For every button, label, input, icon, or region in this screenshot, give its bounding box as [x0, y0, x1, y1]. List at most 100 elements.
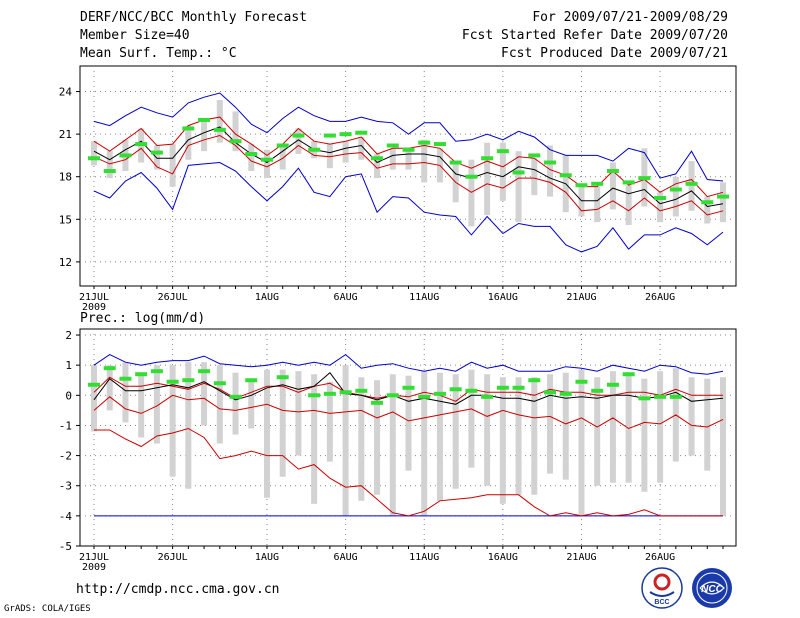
precipitation-observed-mark — [449, 387, 462, 392]
precipitation-observed-mark — [591, 388, 604, 393]
temperature-xtick-label: 21JUL — [79, 292, 109, 303]
precipitation-spread-box — [311, 374, 318, 504]
temperature-observed-mark — [528, 153, 541, 158]
temperature-spread-box — [91, 141, 97, 166]
precipitation-observed-mark — [339, 390, 352, 395]
precipitation-observed-mark — [150, 369, 163, 374]
temperature-spread-box — [499, 142, 506, 201]
temperature-spread-box — [342, 141, 349, 163]
temperature-spread-box — [720, 182, 726, 223]
precipitation-spread-box — [657, 371, 664, 483]
temperature-observed-mark — [339, 132, 352, 137]
precipitation-observed-mark — [198, 369, 211, 374]
precipitation-spread-box — [405, 375, 412, 471]
temperature-observed-mark — [606, 169, 619, 174]
precipitation-spread-box — [484, 374, 491, 486]
precipitation-observed-mark — [402, 385, 415, 390]
precipitation-observed-mark — [622, 372, 635, 377]
temperature-spread-box — [609, 162, 616, 210]
temperature-observed-mark — [638, 176, 651, 181]
temperature-spread-box — [279, 144, 286, 170]
temperature-observed-mark — [654, 196, 667, 200]
precipitation-observed-mark — [559, 391, 572, 396]
precipitation-spread-box — [232, 372, 239, 435]
precipitation-ytick-label: -2 — [59, 450, 72, 463]
temperature-observed-mark — [591, 181, 604, 186]
temperature-ytick-label: 18 — [59, 171, 72, 184]
temperature-spread-box — [374, 154, 381, 179]
temperature-spread-box — [169, 144, 176, 187]
temperature-ytick-label: 21 — [59, 128, 72, 141]
precipitation-spread-box — [421, 371, 428, 516]
precipitation-observed-mark — [433, 391, 446, 396]
precipitation-spread-box — [547, 374, 554, 474]
precipitation-observed-mark — [575, 379, 588, 384]
temperature-observed-mark — [481, 156, 494, 161]
temperature-observed-mark — [150, 150, 163, 155]
temperature-observed-mark — [323, 133, 336, 138]
precipitation-observed-mark — [606, 382, 619, 387]
temperature-ytick-label: 12 — [59, 256, 72, 269]
precipitation-xtick-label: 6AUG — [334, 552, 358, 563]
precipitation-observed-mark — [182, 378, 195, 383]
temperature-observed-mark — [386, 143, 399, 148]
precipitation-spread-box — [436, 372, 443, 501]
precipitation-xtick-label: 21JUL — [79, 552, 109, 563]
temperature-spread-box — [232, 111, 239, 152]
temperature-observed-mark — [449, 160, 462, 165]
precipitation-ytick-label: -3 — [59, 480, 72, 493]
precipitation-spread-box — [153, 365, 160, 444]
precipitation-spread-box — [248, 380, 255, 429]
temperature-spread-box — [185, 125, 192, 160]
precipitation-spread-box — [499, 377, 506, 504]
temperature-spread-box — [295, 128, 302, 154]
temperature-observed-mark — [245, 152, 258, 156]
precipitation-observed-mark — [119, 376, 132, 381]
temperature-ytick-label: 24 — [59, 86, 73, 99]
precipitation-ytick-label: -5 — [59, 540, 72, 553]
precipitation-year-label: 2009 — [82, 562, 106, 573]
precipitation-observed-mark — [496, 385, 509, 390]
ncc-logo-text: NCC — [701, 584, 723, 595]
temperature-xtick-label: 16AUG — [488, 292, 518, 303]
temperature-observed-mark — [402, 147, 415, 152]
temperature-observed-mark — [433, 142, 446, 147]
temperature-observed-mark — [418, 140, 431, 145]
temperature-observed-mark — [119, 153, 132, 158]
logos: BCC NCC — [640, 566, 740, 614]
precipitation-spread-box — [468, 369, 475, 468]
temperature-spread-box — [106, 151, 113, 179]
temperature-xtick-label: 11AUG — [409, 292, 439, 303]
temperature-spread-box — [625, 185, 632, 225]
temperature-observed-mark — [182, 126, 195, 131]
precipitation-spread-box — [704, 378, 711, 471]
precipitation-xtick-label: 21AUG — [566, 552, 596, 563]
temperature-median-line — [93, 126, 724, 208]
precipitation-spread-box — [216, 365, 223, 444]
precipitation-observed-mark — [355, 388, 368, 393]
temperature-observed-mark — [229, 139, 242, 144]
precipitation-observed-mark — [245, 378, 258, 383]
temperature-max-line — [93, 92, 724, 182]
bcc-logo-text: BCC — [654, 599, 669, 606]
precipitation-observed-mark — [481, 394, 494, 399]
precipitation-spread-box — [138, 372, 145, 438]
precipitation-max-line — [93, 353, 724, 375]
precipitation-ytick-label: 0 — [65, 389, 72, 402]
precipitation-observed-mark — [544, 390, 557, 395]
precipitation-ytick-label: 2 — [65, 329, 72, 342]
precipitation-observed-mark — [418, 394, 431, 399]
temperature-observed-mark — [276, 143, 289, 148]
start-date: Fcst Started Refer Date 2009/07/20 — [461, 28, 728, 43]
precipitation-observed-mark — [213, 381, 226, 386]
temperature-observed-mark — [575, 183, 588, 188]
precipitation-spread-box — [641, 378, 648, 492]
precipitation-spread-box — [122, 362, 129, 423]
temperature-xtick-label: 1AUG — [255, 292, 279, 303]
precipitation-observed-mark — [654, 394, 667, 399]
variable-label: Mean Surf. Temp.: °C — [80, 46, 237, 61]
temperature-spread-box — [248, 144, 255, 172]
temperature-observed-mark — [308, 147, 321, 152]
temperature-spread-box — [326, 144, 333, 169]
